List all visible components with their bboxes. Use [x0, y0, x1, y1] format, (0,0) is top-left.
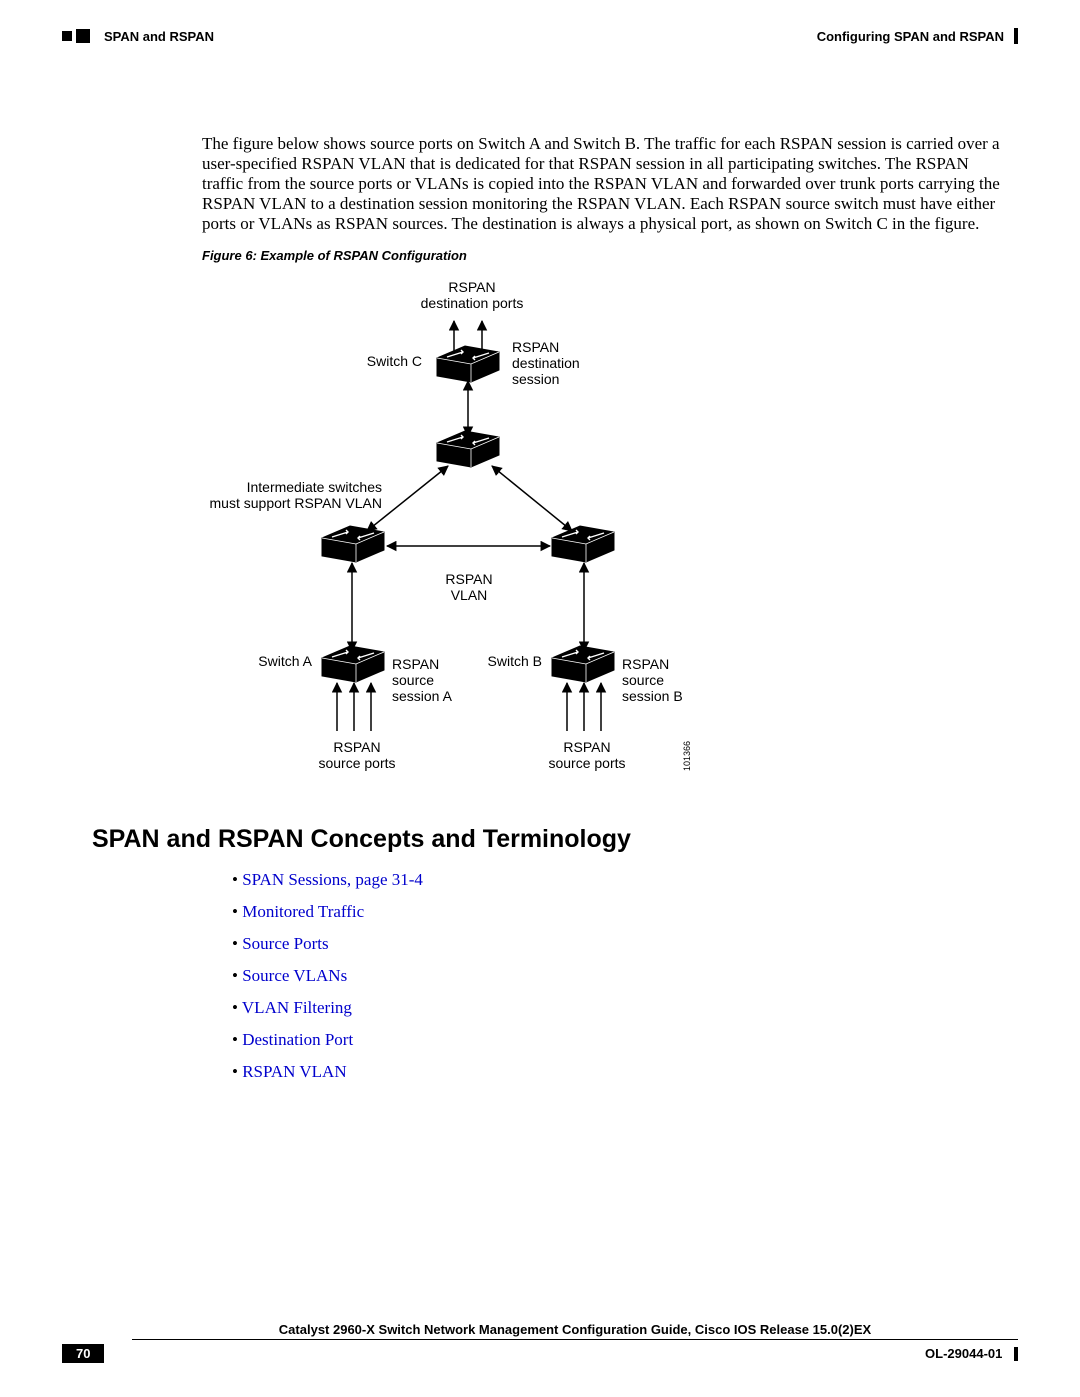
list-item: Source Ports	[232, 934, 1018, 954]
label-intermediate: Intermediate switchesmust support RSPAN …	[162, 479, 382, 511]
intro-paragraph: The figure below shows source ports on S…	[202, 134, 1012, 234]
list-item: Monitored Traffic	[232, 902, 1018, 922]
link-rspan-vlan[interactable]: RSPAN VLAN	[242, 1062, 346, 1081]
footer-doc-id: OL-29044-01	[925, 1346, 1018, 1362]
footer-book-title: Catalyst 2960-X Switch Network Managemen…	[132, 1322, 1018, 1340]
label-src-ports-a: RSPANsource ports	[302, 739, 412, 771]
label-src-ports-b: RSPANsource ports	[532, 739, 642, 771]
label-src-session-b: RSPANsourcesession B	[622, 656, 712, 704]
diagram-id: 101366	[682, 741, 692, 771]
header-bar-icon	[1014, 28, 1018, 44]
footer-bar-icon	[1014, 1347, 1018, 1361]
concept-link-list: SPAN Sessions, page 31-4 Monitored Traff…	[232, 870, 1018, 1082]
link-source-vlans[interactable]: Source VLANs	[242, 966, 347, 985]
header-chapter-label: Configuring SPAN and RSPAN	[817, 29, 1004, 44]
list-item: RSPAN VLAN	[232, 1062, 1018, 1082]
label-dest-ports: RSPANdestination ports	[412, 279, 532, 311]
label-switch-a: Switch A	[232, 653, 312, 669]
footer-doc-id-text: OL-29044-01	[925, 1346, 1002, 1361]
list-item: VLAN Filtering	[232, 998, 1018, 1018]
list-item: SPAN Sessions, page 31-4	[232, 870, 1018, 890]
header-mark-icon	[62, 29, 90, 43]
list-item: Source VLANs	[232, 966, 1018, 986]
label-dest-session: RSPANdestinationsession	[512, 339, 612, 387]
link-destination-port[interactable]: Destination Port	[242, 1030, 353, 1049]
section-heading: SPAN and RSPAN Concepts and Terminology	[92, 825, 1018, 854]
document-page: SPAN and RSPAN Configuring SPAN and RSPA…	[0, 0, 1080, 1397]
page-footer: Catalyst 2960-X Switch Network Managemen…	[62, 1322, 1018, 1363]
header-section-label: SPAN and RSPAN	[104, 29, 214, 44]
link-vlan-filtering[interactable]: VLAN Filtering	[242, 998, 352, 1017]
figure-caption: Figure 6: Example of RSPAN Configuration	[202, 248, 1018, 263]
link-source-ports[interactable]: Source Ports	[242, 934, 328, 953]
footer-page-number: 70	[62, 1344, 104, 1363]
link-monitored-traffic[interactable]: Monitored Traffic	[242, 902, 364, 921]
rspan-diagram: RSPANdestination ports Switch C RSPANdes…	[202, 281, 762, 801]
list-item: Destination Port	[232, 1030, 1018, 1050]
link-span-sessions[interactable]: SPAN Sessions, page 31-4	[242, 870, 423, 889]
header-right: Configuring SPAN and RSPAN	[817, 28, 1018, 44]
label-switch-c: Switch C	[342, 353, 422, 369]
page-header: SPAN and RSPAN Configuring SPAN and RSPA…	[62, 28, 1018, 44]
label-rspan-vlan: RSPANVLAN	[434, 571, 504, 603]
label-src-session-a: RSPANsourcesession A	[392, 656, 482, 704]
header-left: SPAN and RSPAN	[62, 29, 214, 44]
diagram-svg	[202, 281, 762, 801]
